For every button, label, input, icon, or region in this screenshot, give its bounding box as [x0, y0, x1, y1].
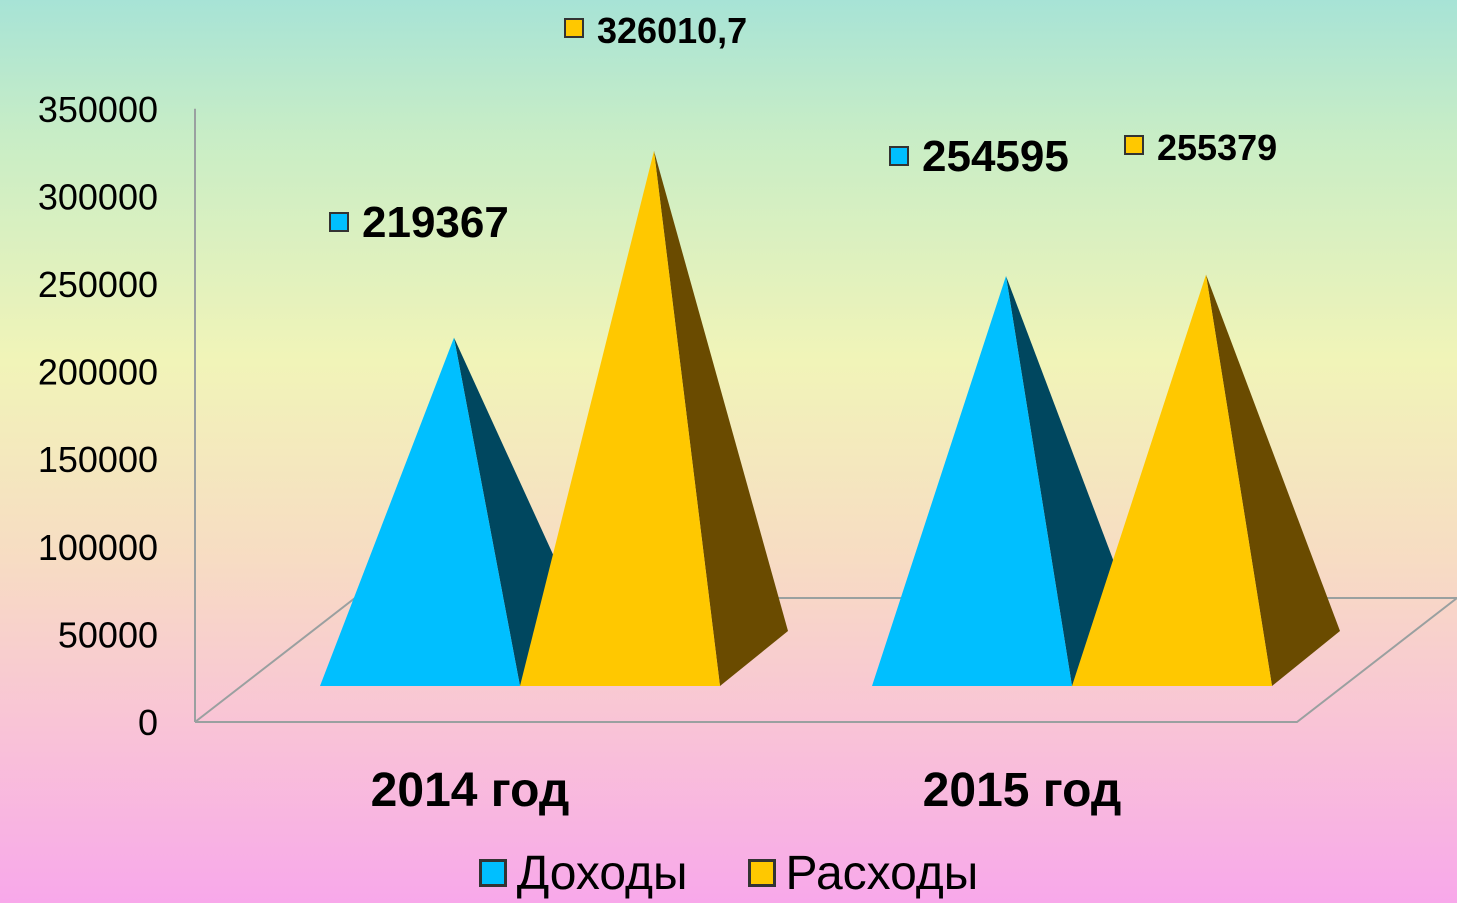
category-label: 2015 год: [923, 764, 1122, 817]
data-label-marker: [889, 146, 909, 166]
data-label-marker: [1124, 135, 1144, 155]
pyramid-side: [1206, 274, 1340, 686]
y-axis-ticks: 0 50000 100000 150000 200000 250000 300000 3500…: [38, 89, 158, 743]
y-tick-label: 200000: [38, 352, 158, 393]
data-label-marker: [564, 18, 584, 38]
pyramid-mark: [520, 150, 720, 687]
pyramid-mark: [320, 337, 520, 686]
pyramid-side: [654, 150, 788, 687]
pyramid-mark: [872, 275, 1072, 686]
y-tick-label: 0: [138, 702, 158, 743]
legend-swatch: [747, 859, 776, 887]
legend-label: Доходы: [516, 846, 688, 900]
y-tick-label: 100000: [38, 527, 158, 568]
legend-swatch: [478, 859, 507, 887]
data-label: 219367: [362, 198, 509, 247]
legend-item: Доходы: [478, 846, 688, 901]
data-label: 255379: [1157, 127, 1277, 168]
category-label: 2014 год: [371, 764, 570, 817]
y-tick-label: 250000: [38, 264, 158, 305]
legend: Доходы Расходы: [0, 843, 1457, 903]
data-label-marker: [329, 212, 349, 232]
chart-marks: [320, 150, 1340, 687]
legend-item: Расходы: [747, 846, 979, 901]
data-labels: 219367 254595 326010,7 255379: [329, 10, 1277, 247]
x-axis-categories: 2014 год 2015 год: [371, 764, 1122, 817]
y-tick-label: 300000: [38, 176, 158, 217]
y-tick-label: 150000: [38, 439, 158, 480]
pyramid-chart: 0 50000 100000 150000 200000 250000 300000 3500…: [38, 10, 1457, 817]
y-tick-label: 350000: [38, 89, 158, 130]
y-tick-label: 50000: [58, 614, 158, 655]
data-label: 326010,7: [597, 10, 747, 51]
legend-label: Расходы: [785, 846, 979, 900]
data-label: 254595: [922, 132, 1069, 181]
pyramid-mark: [1072, 274, 1272, 686]
